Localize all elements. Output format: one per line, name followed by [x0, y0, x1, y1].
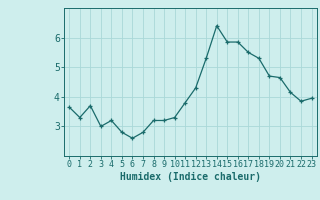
X-axis label: Humidex (Indice chaleur): Humidex (Indice chaleur)	[120, 172, 261, 182]
